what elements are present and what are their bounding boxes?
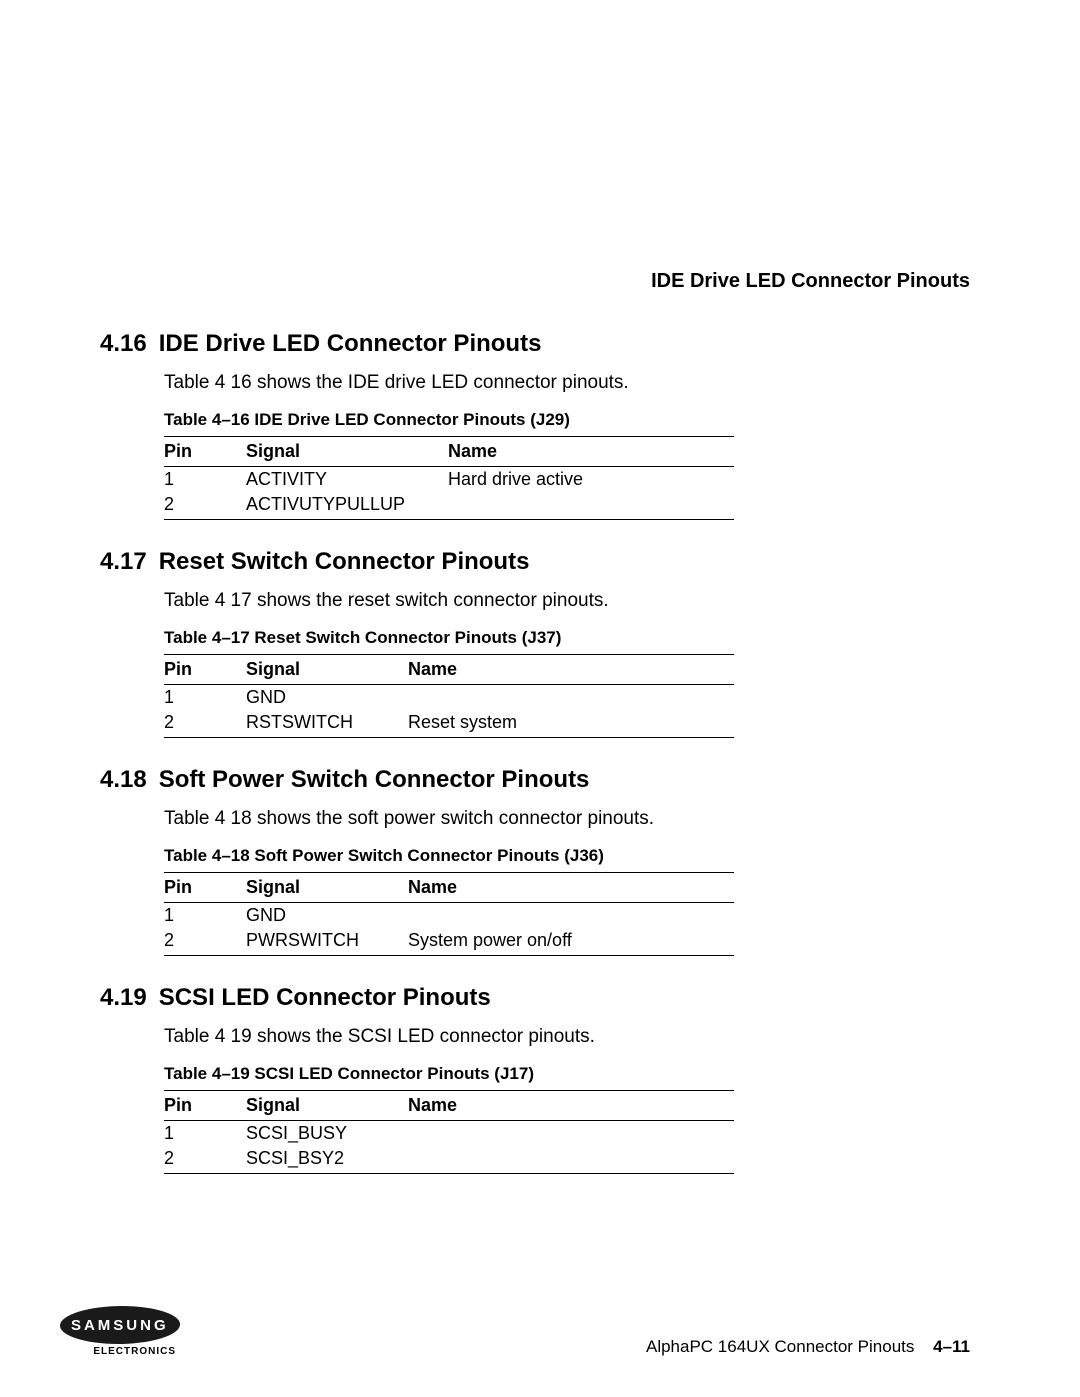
table-header-pin: Pin xyxy=(164,437,246,467)
section: 4.18 Soft Power Switch Connector Pinouts T… xyxy=(100,766,970,956)
section-heading: 4.16 IDE Drive LED Connector Pinouts xyxy=(100,330,970,358)
cell-name: System power on/off xyxy=(408,928,734,956)
cell-name: Hard drive active xyxy=(448,467,734,493)
section-title: Reset Switch Connector Pinouts xyxy=(159,548,530,576)
cell-name xyxy=(408,685,734,711)
section: 4.17 Reset Switch Connector Pinouts Table … xyxy=(100,548,970,738)
section-title: IDE Drive LED Connector Pinouts xyxy=(159,330,542,358)
section-intro: Table 4 16 shows the IDE drive LED conne… xyxy=(164,372,970,394)
table-header-pin: Pin xyxy=(164,655,246,685)
table-caption: Table 4–18 Soft Power Switch Connector P… xyxy=(164,846,970,866)
table-header-signal: Signal xyxy=(246,873,408,903)
cell-pin: 2 xyxy=(164,1146,246,1174)
section-number: 4.17 xyxy=(100,548,147,576)
cell-name: Reset system xyxy=(408,710,734,738)
cell-pin: 2 xyxy=(164,492,246,520)
cell-signal: ACTIVITY xyxy=(246,467,448,493)
section-heading: 4.18 Soft Power Switch Connector Pinouts xyxy=(100,766,970,794)
section-heading: 4.19 SCSI LED Connector Pinouts xyxy=(100,984,970,1012)
cell-signal: GND xyxy=(246,903,408,929)
table-caption: Table 4–19 SCSI LED Connector Pinouts (J… xyxy=(164,1064,970,1084)
section-number: 4.19 xyxy=(100,984,147,1012)
table-header-name: Name xyxy=(408,655,734,685)
cell-pin: 2 xyxy=(164,928,246,956)
table-header-name: Name xyxy=(408,1091,734,1121)
footer-doc-title: AlphaPC 164UX Connector Pinouts xyxy=(646,1337,914,1356)
section-heading: 4.17 Reset Switch Connector Pinouts xyxy=(100,548,970,576)
table-header-signal: Signal xyxy=(246,1091,408,1121)
section: 4.16 IDE Drive LED Connector Pinouts Table… xyxy=(100,330,970,520)
footer-page-number: 4–11 xyxy=(933,1337,970,1356)
table-row: 1ACTIVITYHard drive active xyxy=(164,467,734,493)
page: IDE Drive LED Connector Pinouts 4.16 IDE … xyxy=(0,0,1080,1397)
table-header-signal: Signal xyxy=(246,437,448,467)
pinout-table: PinSignalName1GND2RSTSWITCHReset system xyxy=(164,654,734,738)
pinout-table: PinSignalName1GND2PWRSWITCHSystem power … xyxy=(164,872,734,956)
table-header-pin: Pin xyxy=(164,873,246,903)
section-title: Soft Power Switch Connector Pinouts xyxy=(159,766,590,794)
cell-name xyxy=(408,1121,734,1147)
section-intro: Table 4 19 shows the SCSI LED connector … xyxy=(164,1026,970,1048)
table-header-name: Name xyxy=(448,437,734,467)
logo-oval: SAMSUNG xyxy=(58,1306,182,1344)
page-footer: SAMSUNG ELECTRONICS AlphaPC 164UX Connec… xyxy=(0,1306,1080,1357)
section: 4.19 SCSI LED Connector Pinouts Table 4 19… xyxy=(100,984,970,1174)
cell-pin: 1 xyxy=(164,903,246,929)
table-header-signal: Signal xyxy=(246,655,408,685)
table-row: 2RSTSWITCHReset system xyxy=(164,710,734,738)
table-row: 2SCSI_BSY2 xyxy=(164,1146,734,1174)
cell-signal: SCSI_BUSY xyxy=(246,1121,408,1147)
table-caption: Table 4–17 Reset Switch Connector Pinout… xyxy=(164,628,970,648)
cell-pin: 1 xyxy=(164,1121,246,1147)
cell-signal: PWRSWITCH xyxy=(246,928,408,956)
content-area: 4.16 IDE Drive LED Connector Pinouts Table… xyxy=(100,330,970,1174)
cell-signal: RSTSWITCH xyxy=(246,710,408,738)
cell-pin: 2 xyxy=(164,710,246,738)
section-intro: Table 4 17 shows the reset switch connec… xyxy=(164,590,970,612)
logo-subtext: ELECTRONICS xyxy=(93,1346,176,1357)
cell-name xyxy=(408,903,734,929)
cell-pin: 1 xyxy=(164,685,246,711)
table-row: 1GND xyxy=(164,685,734,711)
cell-pin: 1 xyxy=(164,467,246,493)
section-number: 4.16 xyxy=(100,330,147,358)
logo-text: SAMSUNG xyxy=(71,1317,169,1334)
table-row: 2PWRSWITCHSystem power on/off xyxy=(164,928,734,956)
table-caption: Table 4–16 IDE Drive LED Connector Pinou… xyxy=(164,410,970,430)
running-head: IDE Drive LED Connector Pinouts xyxy=(651,270,970,293)
pinout-table: PinSignalName1ACTIVITYHard drive active2… xyxy=(164,436,734,520)
section-number: 4.18 xyxy=(100,766,147,794)
section-title: SCSI LED Connector Pinouts xyxy=(159,984,491,1012)
cell-signal: GND xyxy=(246,685,408,711)
cell-name xyxy=(408,1146,734,1174)
cell-name xyxy=(448,492,734,520)
samsung-logo: SAMSUNG ELECTRONICS xyxy=(60,1306,180,1357)
pinout-table: PinSignalName1SCSI_BUSY2SCSI_BSY2 xyxy=(164,1090,734,1174)
cell-signal: SCSI_BSY2 xyxy=(246,1146,408,1174)
table-row: 1SCSI_BUSY xyxy=(164,1121,734,1147)
table-header-pin: Pin xyxy=(164,1091,246,1121)
table-row: 1GND xyxy=(164,903,734,929)
table-row: 2ACTIVUTYPULLUP xyxy=(164,492,734,520)
table-header-name: Name xyxy=(408,873,734,903)
section-intro: Table 4 18 shows the soft power switch c… xyxy=(164,808,970,830)
footer-right: AlphaPC 164UX Connector Pinouts 4–11 xyxy=(646,1337,970,1357)
cell-signal: ACTIVUTYPULLUP xyxy=(246,492,448,520)
